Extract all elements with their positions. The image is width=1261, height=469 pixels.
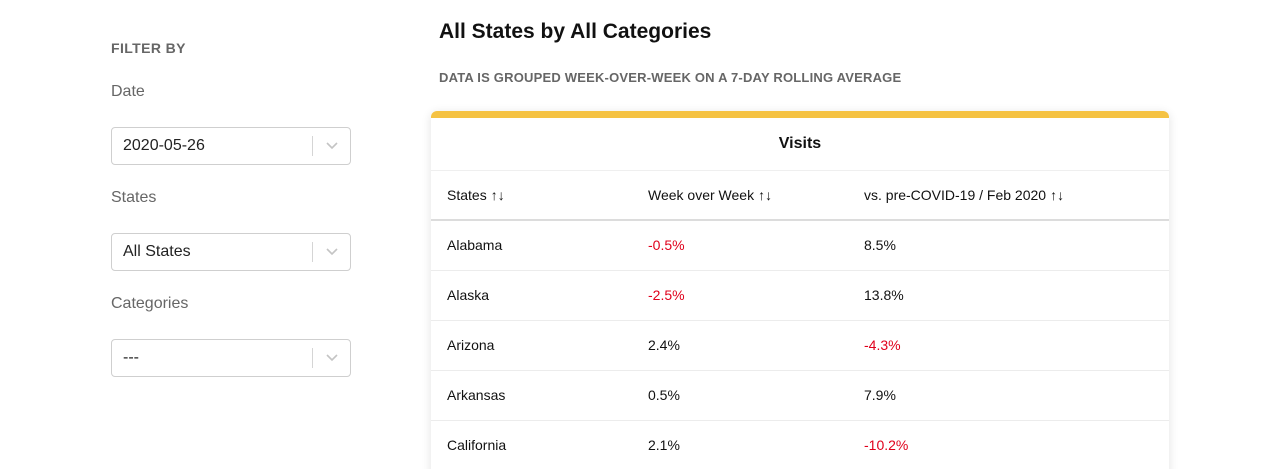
select-separator	[312, 136, 313, 156]
card-accent-bar	[431, 111, 1169, 118]
states-select-value: All States	[123, 243, 191, 260]
column-header-label: vs. pre-COVID-19 / Feb 2020	[864, 187, 1047, 203]
chevron-down-icon[interactable]	[325, 138, 339, 152]
table-header-row: States ↑↓ Week over Week ↑↓ vs. pre-COVID-…	[431, 170, 1169, 221]
states-select[interactable]: All States	[111, 233, 351, 271]
state-cell: Arizona	[447, 337, 495, 353]
date-select-value: 2020-05-26	[123, 137, 205, 154]
sort-updown-icon[interactable]: ↑↓	[1050, 187, 1065, 203]
table-row: Alabama -0.5% 8.5%	[431, 221, 1169, 271]
column-header-vs-pre-covid[interactable]: vs. pre-COVID-19 / Feb 2020 ↑↓	[864, 187, 1064, 203]
select-separator	[312, 242, 313, 262]
vs-pre-covid-cell: -4.3%	[864, 337, 901, 353]
vs-pre-covid-cell: -10.2%	[864, 437, 909, 453]
state-cell: Alaska	[447, 287, 490, 303]
categories-label: Categories	[111, 295, 189, 312]
table-row: Arkansas 0.5% 7.9%	[431, 371, 1169, 421]
week-over-week-cell: -2.5%	[648, 287, 685, 303]
categories-select-value: ---	[123, 349, 139, 366]
chevron-down-icon[interactable]	[325, 350, 339, 364]
vs-pre-covid-cell: 8.5%	[864, 237, 896, 253]
state-cell: California	[447, 437, 507, 453]
categories-select[interactable]: ---	[111, 339, 351, 377]
column-header-label: States	[447, 187, 487, 203]
column-header-week-over-week[interactable]: Week over Week ↑↓	[648, 187, 772, 203]
state-cell: Arkansas	[447, 387, 506, 403]
chevron-down-icon[interactable]	[325, 244, 339, 258]
date-label: Date	[111, 83, 145, 100]
column-header-states[interactable]: States ↑↓	[447, 187, 505, 203]
page-subtitle: DATA IS GROUPED WEEK-OVER-WEEK ON A 7-DA…	[439, 70, 902, 85]
vs-pre-covid-cell: 7.9%	[864, 387, 896, 403]
table-title: Visits	[778, 135, 822, 152]
date-select[interactable]: 2020-05-26	[111, 127, 351, 165]
week-over-week-cell: 0.5%	[648, 387, 680, 403]
sort-updown-icon[interactable]: ↑↓	[758, 187, 773, 203]
sort-updown-icon[interactable]: ↑↓	[490, 187, 505, 203]
table-row: Arizona 2.4% -4.3%	[431, 321, 1169, 371]
week-over-week-cell: 2.1%	[648, 437, 680, 453]
vs-pre-covid-cell: 13.8%	[864, 287, 904, 303]
column-header-label: Week over Week	[648, 187, 755, 203]
select-separator	[312, 348, 313, 368]
table-row: California 2.1% -10.2%	[431, 421, 1169, 469]
state-cell: Alabama	[447, 237, 503, 253]
week-over-week-cell: 2.4%	[648, 337, 680, 353]
page-title: All States by All Categories	[439, 20, 712, 43]
states-label: States	[111, 189, 157, 206]
visits-table-card: Visits States ↑↓ Week over Week ↑↓ vs. pre…	[431, 111, 1169, 469]
week-over-week-cell: -0.5%	[648, 237, 685, 253]
table-row: Alaska -2.5% 13.8%	[431, 271, 1169, 321]
filter-heading: FILTER BY	[111, 40, 186, 56]
